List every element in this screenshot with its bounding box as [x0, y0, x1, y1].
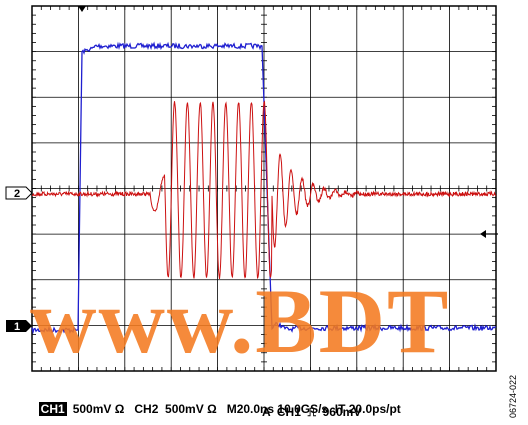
timebase: M20.0ns 10.0GS/s IT 20.0ps/pt — [226, 402, 401, 416]
trigger-level-arrow — [480, 230, 498, 238]
trigger-readout: A CH1 ⎍ 960mV — [262, 405, 362, 419]
figure-id: 06724-022 — [508, 374, 518, 418]
spacer — [124, 402, 134, 416]
ch1-badge: CH1 — [38, 402, 67, 416]
ch2-ground-marker: 2 — [5, 186, 33, 200]
ch2-scale: CH2 500mV Ω — [134, 402, 217, 416]
ch1-marker-label: 1 — [14, 321, 20, 333]
spacer — [217, 402, 227, 416]
ch2-waveform — [32, 100, 497, 280]
readout-line-1: CH1 500mV Ω CH2 500mV Ω M20.0ns 10.0GS/s … — [32, 388, 401, 416]
ch1-scale: 500mV Ω — [72, 402, 125, 416]
ch2-marker-label: 2 — [14, 188, 20, 200]
watermark: www.BDT — [30, 270, 451, 372]
ch1-ground-marker: 1 — [6, 320, 32, 333]
trigger-position-marker — [78, 6, 86, 12]
